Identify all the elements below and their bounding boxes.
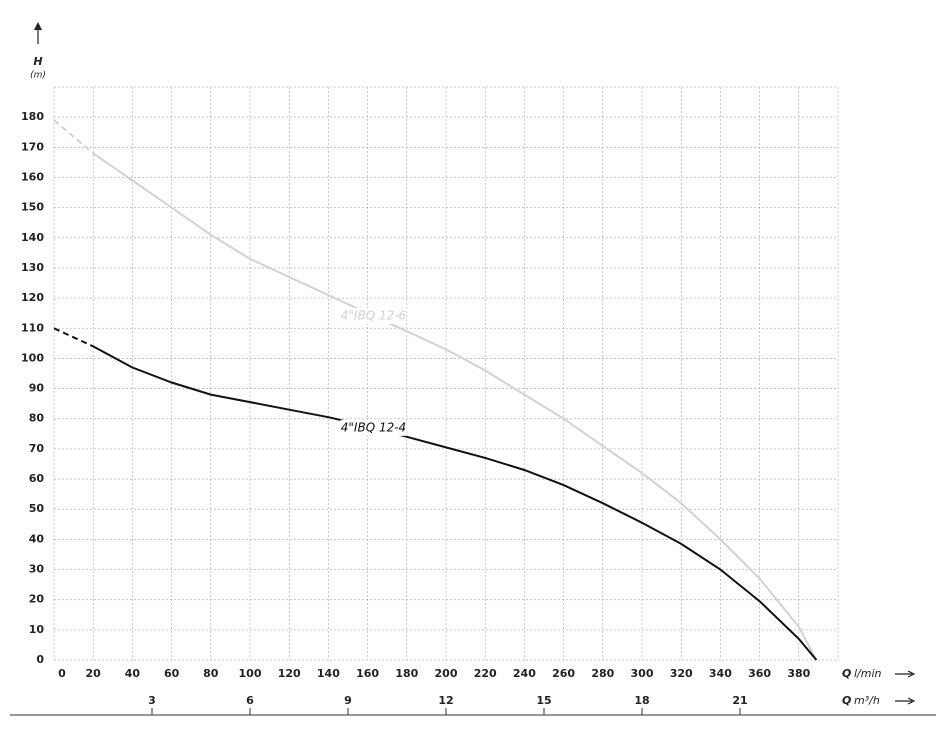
x-axis-unit: l/min	[854, 667, 882, 680]
y-tick-label: 30	[29, 563, 45, 576]
y-tick-label: 150	[21, 201, 44, 214]
x-tick-label: 120	[278, 667, 301, 680]
series-label: 4"IBQ 12-4	[341, 420, 406, 434]
y-tick-label: 130	[21, 261, 44, 274]
x2-tick-label: 12	[438, 694, 453, 707]
x-tick-label: 320	[670, 667, 693, 680]
x-tick-label: 40	[125, 667, 141, 680]
y-tick-label: 170	[21, 140, 44, 153]
y-tick-label: 140	[21, 231, 44, 244]
y-tick-label: 70	[29, 442, 45, 455]
x-tick-label: 60	[164, 667, 180, 680]
x-tick-label: 280	[591, 667, 614, 680]
x-tick-label: 80	[203, 667, 219, 680]
y-tick-label: 90	[29, 382, 45, 395]
y-tick-label: 180	[21, 110, 44, 123]
y-tick-label: 100	[21, 351, 44, 364]
series-line	[53, 119, 818, 661]
x-axis-arrow	[895, 670, 916, 678]
y-tick-label: 40	[29, 532, 45, 545]
x-tick-label: 220	[474, 667, 497, 680]
x2-axis-symbol: Q	[842, 694, 851, 707]
x-tick-label: 160	[356, 667, 379, 680]
y-tick-label: 80	[29, 412, 45, 425]
x-tick-label: 20	[86, 667, 102, 680]
x-tick-label: 240	[513, 667, 536, 680]
y-tick-label: 0	[36, 653, 44, 666]
x2-axis-arrow	[895, 697, 916, 705]
y-tick-label: 60	[29, 472, 45, 485]
series-line	[53, 327, 818, 661]
x-tick-label: 360	[748, 667, 771, 680]
x2-axis-unit: m³/h	[854, 694, 880, 707]
series-label-bg	[340, 419, 407, 436]
x-tick-label: 100	[239, 667, 262, 680]
y-axis-symbol: H	[33, 55, 42, 68]
y-axis-unit: (m)	[30, 71, 46, 81]
y-tick-label: 20	[29, 593, 45, 606]
y-tick-label: 10	[29, 623, 45, 636]
x-tick-label: 380	[787, 667, 810, 680]
x-tick-label: 140	[317, 667, 340, 680]
x2-tick-label: 21	[732, 694, 747, 707]
x2-tick-label: 9	[344, 694, 352, 707]
y-tick-label: 110	[21, 321, 44, 334]
series-label-bg	[340, 307, 407, 324]
x-axis-symbol: Q	[842, 667, 851, 680]
y-tick-label: 120	[21, 291, 44, 304]
x2-tick-label: 18	[634, 694, 649, 707]
x2-tick-label: 3	[148, 694, 156, 707]
x-tick-label: 180	[395, 667, 418, 680]
x-tick-label: 260	[552, 667, 575, 680]
x-tick-label: 200	[435, 667, 458, 680]
x-tick-label: 340	[709, 667, 732, 680]
x-tick-label: 0	[58, 667, 66, 680]
y-tick-label: 160	[21, 170, 44, 183]
y-tick-label: 50	[29, 502, 45, 515]
x-tick-label: 300	[631, 667, 654, 680]
y-axis-arrow-head	[34, 22, 42, 30]
x2-tick-label: 15	[536, 694, 551, 707]
x2-tick-label: 6	[246, 694, 254, 707]
series-label: 4"IBQ 12-6	[341, 308, 407, 322]
